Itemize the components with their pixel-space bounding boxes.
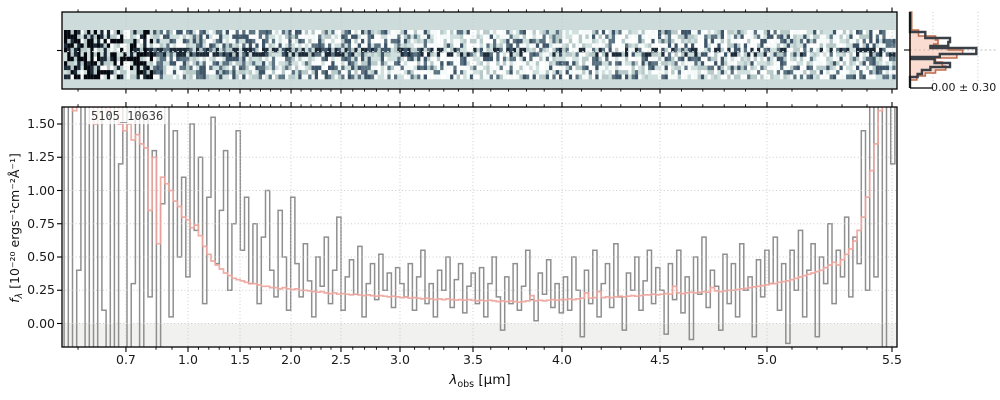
x-tick-label: 1.0 bbox=[178, 352, 198, 367]
histogram-stats-text: 0.00 ± 0.30 bbox=[931, 81, 997, 94]
x-tick-label: 3.5 bbox=[463, 352, 483, 367]
x-tick-label: 4.5 bbox=[650, 352, 670, 367]
y-tick-label: 1.25 bbox=[27, 149, 55, 165]
x-tick-label: 5.5 bbox=[882, 352, 902, 367]
x-tick-label: 0.7 bbox=[116, 352, 136, 367]
x-tick-label: 3.0 bbox=[390, 352, 410, 367]
y-tick-label: 0.50 bbox=[27, 249, 55, 264]
y-tick-label: 0.25 bbox=[27, 282, 55, 298]
x-tick-label: 5.0 bbox=[757, 352, 777, 367]
x-axis-symbol: λ bbox=[449, 372, 458, 388]
x-axis-label: λobs [μm] bbox=[380, 372, 580, 390]
x-axis-subscript: obs bbox=[457, 379, 475, 390]
x-tick-label: 2.5 bbox=[331, 352, 351, 367]
y-axis-symbol: f bbox=[7, 298, 22, 303]
source-id-label: 5105_10636 bbox=[87, 108, 168, 124]
y-tick-label: 1.00 bbox=[27, 182, 55, 198]
x-tick-label: 1.5 bbox=[230, 352, 250, 367]
y-tick-label: 0.00 bbox=[27, 315, 55, 331]
y-tick-label: 0.75 bbox=[27, 215, 55, 231]
y-tick-label: 1.50 bbox=[27, 116, 55, 131]
x-tick-label: 4.0 bbox=[552, 352, 572, 367]
x-tick-label: 2.0 bbox=[281, 352, 301, 367]
x-axis-unit: [μm] bbox=[474, 372, 511, 388]
